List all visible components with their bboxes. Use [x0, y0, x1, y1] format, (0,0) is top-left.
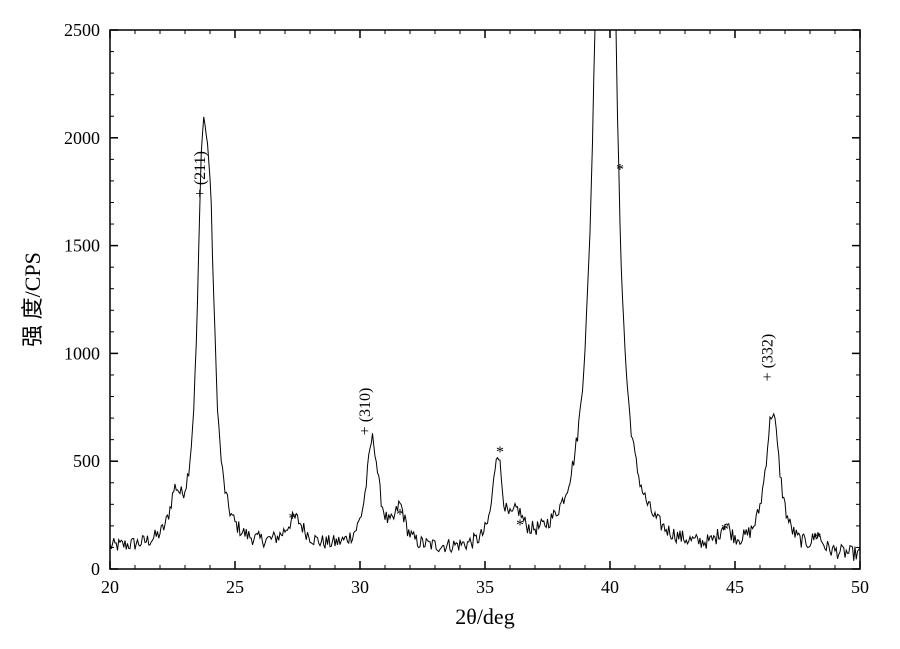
peak-label: * — [721, 522, 729, 539]
x-tick-label: 45 — [726, 577, 744, 597]
peak-label: * — [496, 444, 504, 461]
peak-label: * — [616, 161, 624, 178]
peak-label: + (211) — [192, 151, 209, 198]
x-tick-label: 20 — [101, 577, 119, 597]
y-tick-label: 2500 — [64, 20, 100, 40]
peak-label: * — [814, 530, 822, 547]
x-tick-label: 50 — [851, 577, 869, 597]
y-tick-label: 500 — [73, 451, 100, 471]
x-tick-label: 35 — [476, 577, 494, 597]
x-axis-label: 2θ/deg — [455, 604, 514, 629]
x-tick-label: 40 — [601, 577, 619, 597]
peak-label: + (310) — [357, 388, 374, 436]
x-tick-label: 25 — [226, 577, 244, 597]
chart-svg: 20253035404550050010001500200025002θ/deg… — [0, 0, 900, 649]
y-axis-label: 强 度/CPS — [20, 252, 45, 347]
peak-label: + (332) — [760, 334, 777, 382]
peak-label: * — [516, 517, 524, 534]
y-tick-label: 1500 — [64, 236, 100, 256]
peak-label: * — [396, 506, 404, 523]
xrd-chart: 20253035404550050010001500200025002θ/deg… — [0, 0, 900, 649]
y-tick-label: 2000 — [64, 128, 100, 148]
y-tick-label: 1000 — [64, 343, 100, 363]
x-tick-label: 30 — [351, 577, 369, 597]
peak-label: * — [289, 511, 297, 528]
y-tick-label: 0 — [91, 559, 100, 579]
